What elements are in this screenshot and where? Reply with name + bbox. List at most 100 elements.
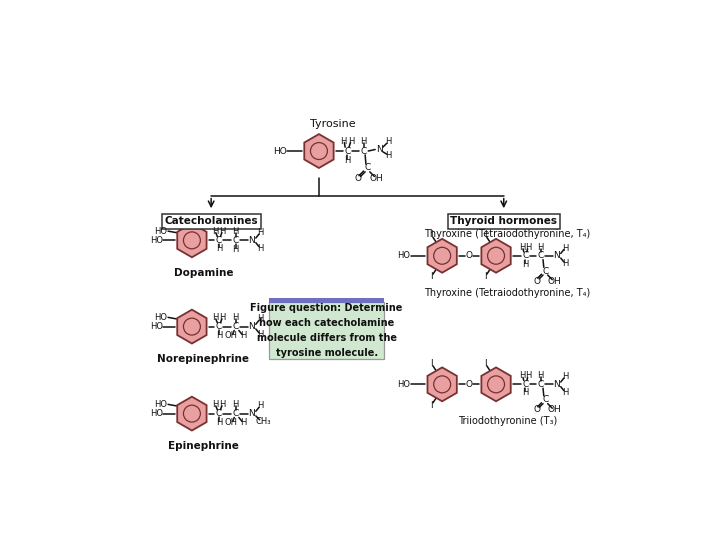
Text: H: H — [257, 244, 264, 253]
Text: H: H — [220, 227, 226, 235]
Text: N: N — [248, 236, 256, 245]
Text: Dopamine: Dopamine — [174, 268, 233, 278]
Text: C: C — [361, 146, 366, 156]
Text: H: H — [361, 137, 366, 146]
Text: N: N — [248, 409, 256, 418]
Text: H: H — [348, 137, 354, 146]
Text: H: H — [525, 243, 531, 252]
Text: N: N — [248, 322, 256, 331]
Text: CH₃: CH₃ — [256, 417, 271, 426]
Text: H: H — [257, 228, 264, 237]
Text: H: H — [519, 243, 526, 252]
Polygon shape — [428, 367, 456, 401]
Text: H: H — [216, 330, 222, 340]
Text: I: I — [484, 359, 487, 368]
Text: Norepinephrine: Norepinephrine — [158, 354, 249, 364]
Text: I: I — [430, 401, 433, 410]
Text: H: H — [522, 388, 528, 397]
Text: H: H — [257, 330, 264, 339]
Text: C: C — [233, 236, 239, 245]
Polygon shape — [482, 367, 510, 401]
Polygon shape — [177, 309, 207, 343]
Text: H: H — [220, 313, 226, 322]
Text: H: H — [233, 313, 239, 322]
Text: HO: HO — [150, 322, 163, 331]
Text: H: H — [212, 400, 218, 409]
Text: I: I — [430, 231, 433, 239]
Text: C: C — [233, 409, 239, 418]
Text: O: O — [534, 276, 540, 286]
Text: H: H — [240, 332, 247, 340]
Text: OH: OH — [548, 405, 562, 414]
Text: OH: OH — [225, 418, 238, 427]
Text: H: H — [522, 260, 528, 269]
Text: H: H — [538, 372, 544, 380]
Text: Figure question: Determine
how each catecholamine
molecule differs from the
tyro: Figure question: Determine how each cate… — [251, 303, 402, 357]
Text: H: H — [562, 244, 569, 253]
Text: C: C — [216, 409, 222, 418]
Text: Thyroid hormones: Thyroid hormones — [450, 216, 557, 226]
Text: C: C — [538, 380, 544, 389]
Text: HO: HO — [150, 236, 163, 245]
Text: C: C — [216, 322, 222, 331]
Text: C: C — [216, 236, 222, 245]
Polygon shape — [177, 224, 207, 257]
Text: H: H — [212, 313, 218, 322]
Text: HO: HO — [397, 380, 410, 389]
Text: H: H — [341, 137, 347, 146]
Text: H: H — [562, 388, 569, 396]
Text: H: H — [519, 372, 526, 380]
Text: C: C — [233, 322, 239, 331]
Text: H: H — [344, 156, 351, 165]
Text: H: H — [538, 243, 544, 252]
Text: C: C — [522, 251, 528, 260]
Text: C: C — [364, 164, 371, 172]
Text: HO: HO — [150, 409, 163, 418]
Text: H: H — [562, 372, 569, 381]
Text: H: H — [525, 372, 531, 380]
Text: H: H — [257, 401, 264, 410]
Text: C: C — [522, 380, 528, 389]
Text: H: H — [257, 314, 264, 323]
Text: C: C — [538, 251, 544, 260]
Text: H: H — [216, 417, 222, 427]
Polygon shape — [482, 239, 510, 273]
FancyBboxPatch shape — [269, 301, 384, 359]
Polygon shape — [428, 239, 456, 273]
FancyBboxPatch shape — [269, 299, 384, 303]
Text: N: N — [376, 145, 382, 154]
Text: HO: HO — [397, 251, 410, 260]
Text: HO: HO — [154, 227, 167, 235]
Polygon shape — [177, 397, 207, 430]
Text: O: O — [466, 251, 472, 260]
Text: C: C — [344, 146, 351, 156]
Text: OH: OH — [370, 174, 384, 183]
Text: H: H — [233, 227, 239, 235]
Text: I: I — [430, 359, 433, 368]
Text: HO: HO — [154, 400, 167, 409]
Text: HO: HO — [273, 146, 287, 156]
Text: N: N — [554, 251, 560, 260]
Text: OH: OH — [225, 332, 238, 340]
Text: O: O — [466, 380, 472, 389]
Text: I: I — [430, 272, 433, 281]
Text: Epinephrine: Epinephrine — [168, 441, 239, 451]
Text: Catecholamines: Catecholamines — [164, 216, 258, 226]
Text: I: I — [484, 272, 487, 281]
Text: Thyroxine (Tetraiodothyronine, T₄): Thyroxine (Tetraiodothyronine, T₄) — [425, 229, 590, 239]
Text: C: C — [542, 395, 549, 404]
Text: H: H — [212, 227, 218, 235]
Text: O: O — [534, 405, 540, 414]
Text: Thyroxine (Tetraiodothyronine, T₄): Thyroxine (Tetraiodothyronine, T₄) — [425, 288, 590, 298]
Polygon shape — [305, 134, 333, 168]
Text: H: H — [385, 137, 392, 146]
Text: HO: HO — [154, 313, 167, 322]
Text: H: H — [216, 244, 222, 253]
Text: H: H — [562, 259, 569, 268]
Text: C: C — [542, 267, 549, 275]
Text: H: H — [220, 400, 226, 409]
Text: N: N — [554, 380, 560, 389]
Text: Triiodothyronine (T₃): Triiodothyronine (T₃) — [458, 416, 557, 426]
Text: H: H — [233, 400, 239, 409]
Text: H: H — [233, 245, 239, 254]
